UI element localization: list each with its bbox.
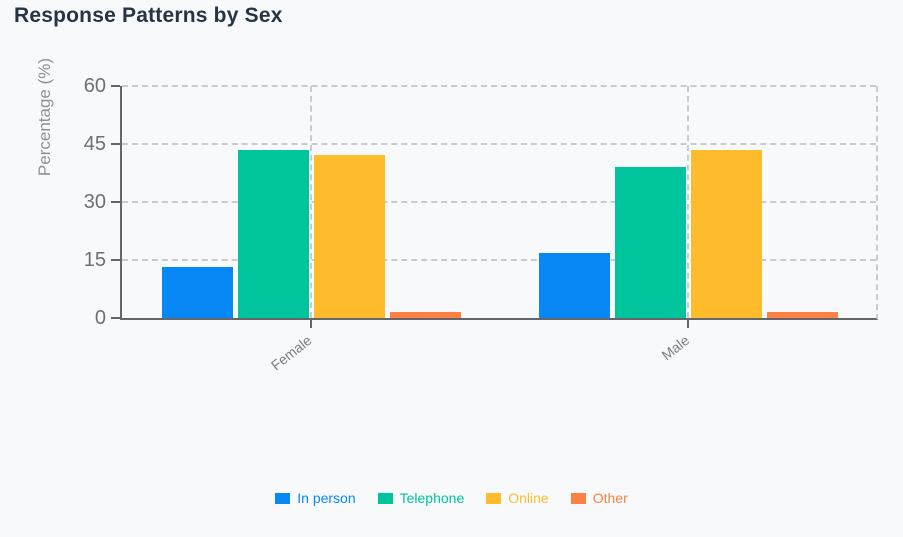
y-tick-mark-30 bbox=[111, 201, 120, 203]
bar-telephone-female[interactable] bbox=[238, 150, 309, 318]
bar-in-person-female[interactable] bbox=[162, 267, 233, 318]
legend-item-in-person[interactable]: In person bbox=[275, 490, 356, 506]
legend-label-telephone: Telephone bbox=[399, 490, 465, 506]
gridline-v-female bbox=[310, 86, 312, 318]
x-tick-mark-female bbox=[310, 320, 312, 328]
legend-swatch-in-person bbox=[275, 492, 291, 504]
x-category-label-male: Male bbox=[658, 332, 692, 364]
bar-telephone-male[interactable] bbox=[615, 167, 686, 318]
gridline-h-15 bbox=[122, 259, 876, 261]
y-tick-label-0: 0 bbox=[94, 307, 106, 329]
legend-label-online: Online bbox=[508, 490, 549, 506]
y-tick-mark-15 bbox=[111, 259, 120, 261]
y-tick-label-15: 15 bbox=[83, 249, 106, 271]
legend-item-telephone[interactable]: Telephone bbox=[377, 490, 465, 506]
plot-area: 0 15 30 45 60 Female Male bbox=[84, 75, 878, 373]
legend-label-in-person: In person bbox=[297, 490, 356, 506]
gridline-v-male bbox=[687, 86, 689, 318]
x-tick-mark-male bbox=[687, 320, 689, 328]
y-tick-mark-60 bbox=[111, 85, 120, 87]
gridline-h-45 bbox=[122, 143, 876, 145]
legend: In person Telephone Online Other bbox=[0, 490, 903, 506]
chart-title: Response Patterns by Sex bbox=[14, 4, 283, 27]
y-tick-label-60: 60 bbox=[83, 75, 106, 97]
legend-swatch-telephone bbox=[377, 492, 393, 504]
x-category-label-female: Female bbox=[268, 332, 315, 374]
bar-other-female[interactable] bbox=[390, 312, 461, 318]
legend-item-online[interactable]: Online bbox=[486, 490, 549, 506]
gridline-h-60 bbox=[122, 85, 876, 87]
y-tick-mark-0 bbox=[111, 317, 120, 319]
legend-label-other: Other bbox=[592, 490, 628, 506]
y-axis-title: Percentage (%) bbox=[35, 57, 54, 177]
legend-item-other[interactable]: Other bbox=[570, 490, 628, 506]
legend-swatch-online bbox=[486, 492, 502, 504]
bar-online-male[interactable] bbox=[691, 150, 762, 318]
bar-other-male[interactable] bbox=[767, 312, 838, 318]
y-tick-mark-45 bbox=[111, 143, 120, 145]
y-tick-label-30: 30 bbox=[83, 191, 106, 213]
bar-online-female[interactable] bbox=[314, 155, 385, 318]
y-tick-label-45: 45 bbox=[83, 133, 106, 155]
gridline-h-30 bbox=[122, 201, 876, 203]
legend-swatch-other bbox=[570, 492, 586, 504]
bar-in-person-male[interactable] bbox=[539, 253, 610, 318]
